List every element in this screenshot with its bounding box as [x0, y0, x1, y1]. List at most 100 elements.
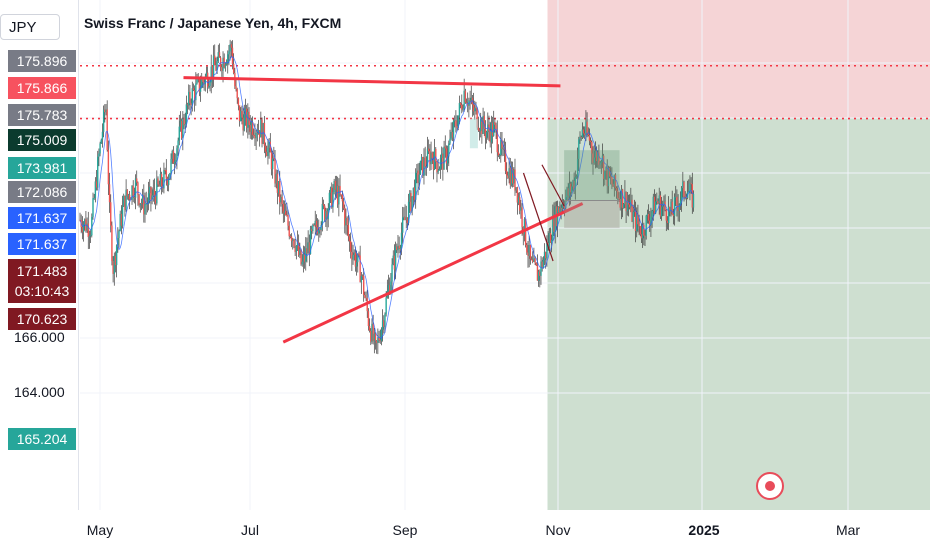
- candle-body: [254, 135, 256, 139]
- candle-body: [416, 170, 418, 173]
- candle-body: [221, 67, 223, 71]
- candle-body: [426, 148, 429, 167]
- candle-body: [580, 137, 582, 138]
- candle-body: [296, 242, 299, 247]
- candle-body: [302, 254, 305, 262]
- candle-body: [242, 117, 244, 131]
- candle-body: [552, 214, 554, 240]
- candle-body: [352, 254, 354, 260]
- candle-body: [228, 51, 230, 55]
- candle-body: [516, 187, 519, 203]
- candle-body: [147, 193, 150, 204]
- zones: [547, 0, 930, 511]
- candle-body: [106, 109, 108, 150]
- candle-body: [379, 340, 381, 342]
- candle-body: [180, 121, 183, 139]
- candle-body: [599, 162, 601, 165]
- candles: [79, 39, 695, 355]
- candle-body: [581, 129, 584, 138]
- candle-body: [542, 259, 545, 268]
- time-tick: May: [86, 522, 114, 538]
- candle-body: [205, 72, 208, 77]
- candle-body: [502, 147, 504, 150]
- candle-body: [458, 102, 461, 116]
- candle-body: [420, 157, 423, 161]
- candle-body: [258, 130, 261, 138]
- candle-body: [338, 186, 340, 205]
- candle-body: [670, 201, 672, 212]
- price-label[interactable]: 175.783: [8, 104, 76, 126]
- candle-body: [274, 158, 276, 184]
- candle-body: [294, 246, 296, 252]
- candle-body: [436, 161, 438, 173]
- candle-body: [410, 192, 412, 212]
- candle-body: [620, 189, 623, 208]
- target-icon[interactable]: [756, 472, 784, 500]
- candle-body: [277, 181, 280, 193]
- candle-body: [423, 157, 425, 176]
- candle-body: [534, 258, 536, 263]
- candle-body: [574, 177, 576, 190]
- price-label[interactable]: 175.866: [8, 77, 76, 99]
- candle-body: [319, 229, 321, 231]
- candle-body: [110, 202, 112, 226]
- candle-body: [359, 255, 361, 283]
- candle-body: [377, 337, 379, 343]
- candle-body: [510, 168, 513, 185]
- candle-body: [97, 156, 99, 188]
- candle-body: [448, 143, 450, 157]
- channel-line: [541, 164, 565, 207]
- candle-body: [429, 151, 431, 165]
- candle-body: [461, 104, 463, 110]
- candle-body: [643, 225, 645, 236]
- time-tick: Sep: [392, 522, 418, 538]
- candle-body: [684, 196, 686, 198]
- price-label[interactable]: 171.637: [8, 207, 76, 229]
- candle-body: [528, 244, 530, 256]
- price-label[interactable]: 171.637: [8, 233, 76, 255]
- price-label[interactable]: 170.623: [8, 308, 76, 330]
- candle-body: [450, 132, 452, 139]
- price-label[interactable]: 175.896: [8, 50, 76, 72]
- candle-body: [569, 183, 572, 193]
- candle-body: [189, 91, 191, 104]
- price-label[interactable]: 165.204: [8, 428, 76, 450]
- candle-body: [140, 203, 143, 205]
- candle-body: [566, 188, 568, 198]
- candle-body: [320, 225, 322, 230]
- candle-body: [438, 168, 441, 171]
- candle-body: [243, 114, 246, 131]
- candle-body: [329, 187, 332, 193]
- time-axis[interactable]: May Jul Sep Nov 2025 Mar: [0, 510, 932, 550]
- candle-body: [613, 174, 615, 187]
- currency-label[interactable]: JPY: [0, 14, 60, 40]
- candle-body: [641, 225, 644, 239]
- candle-body: [682, 181, 684, 189]
- candle-body: [100, 139, 102, 144]
- candle-body: [589, 140, 592, 143]
- price-label[interactable]: 175.009: [8, 129, 76, 151]
- candle-body: [532, 259, 534, 262]
- candle-body: [132, 186, 134, 198]
- candle-body: [582, 129, 585, 134]
- candle-body: [428, 148, 430, 152]
- candle-body: [231, 47, 234, 64]
- last-price-label[interactable]: 171.483 03:10:43: [8, 259, 76, 303]
- candle-body: [251, 121, 254, 135]
- last-price: 171.483: [16, 263, 68, 279]
- price-label[interactable]: 173.981: [8, 157, 76, 179]
- candle-body: [288, 225, 290, 237]
- candle-body: [633, 210, 636, 212]
- price-label[interactable]: 172.086: [8, 181, 76, 203]
- candle-body: [125, 189, 127, 211]
- candle-body: [158, 184, 160, 187]
- candle-body: [371, 323, 373, 342]
- candle-body: [605, 167, 607, 171]
- candle-body: [558, 206, 560, 213]
- candle-body: [183, 118, 185, 126]
- candle-body: [627, 201, 630, 205]
- candle-body: [636, 214, 638, 231]
- candle-body: [102, 109, 105, 132]
